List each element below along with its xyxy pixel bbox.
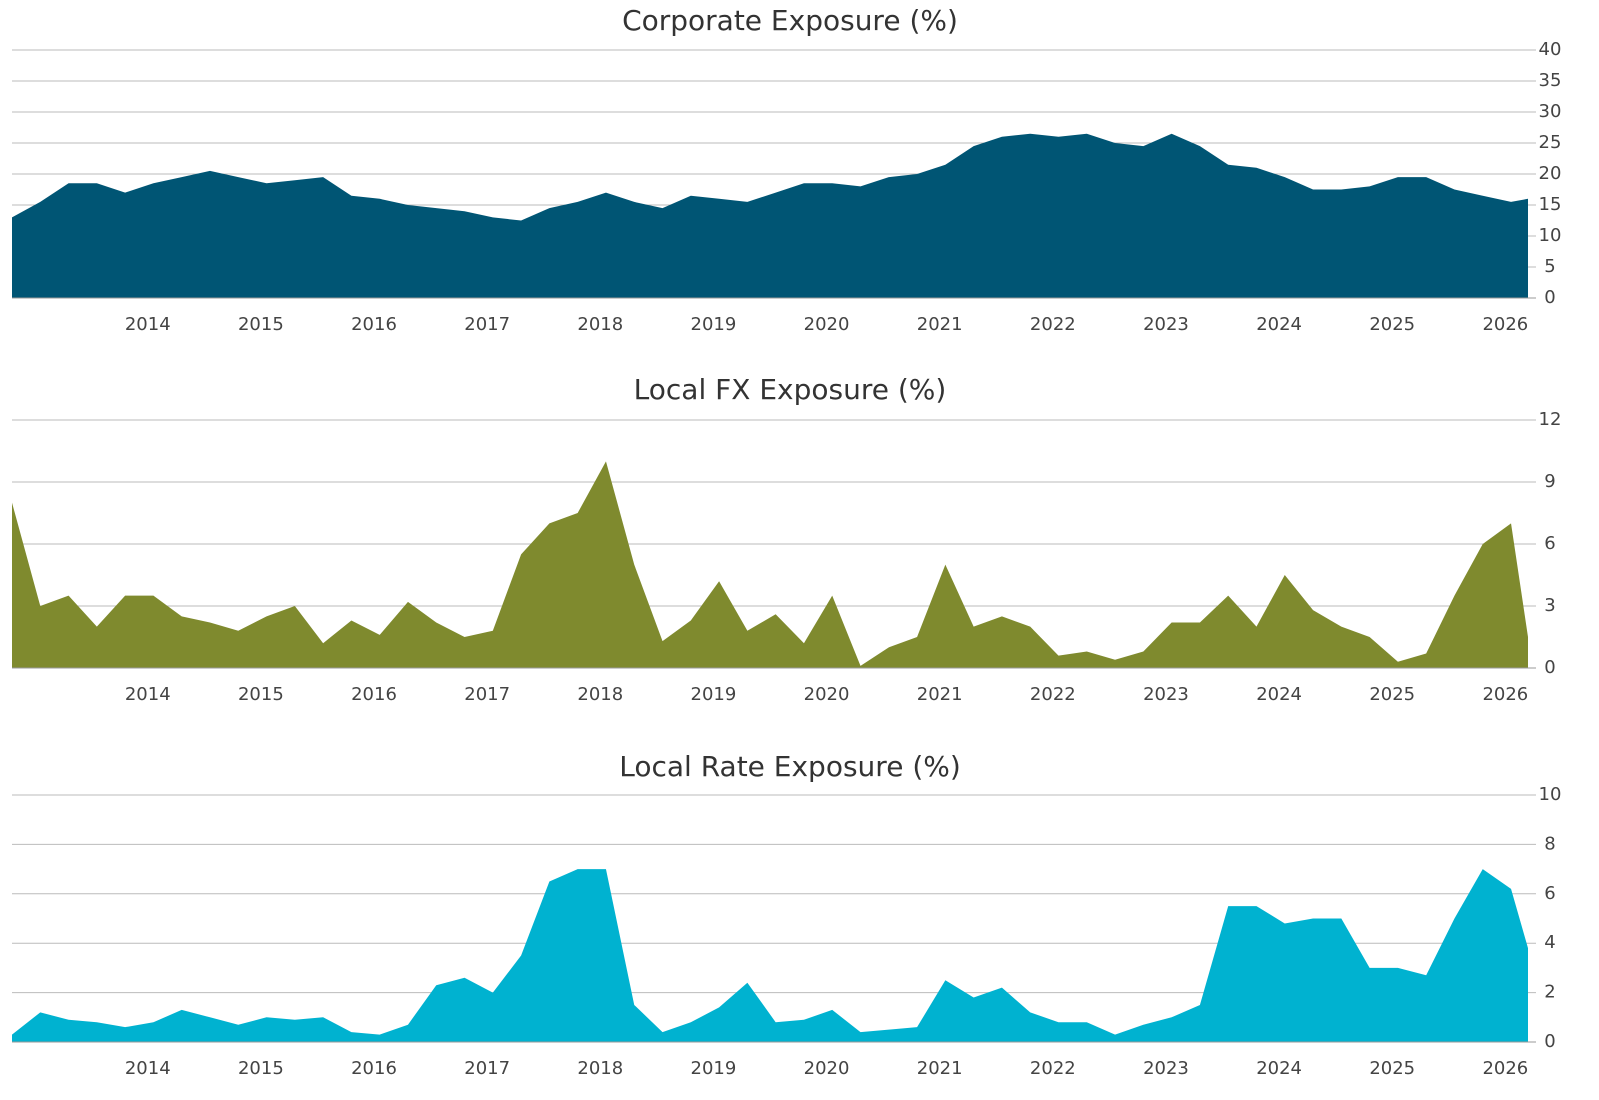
x-tick-label: 2018 xyxy=(577,684,623,705)
area xyxy=(12,133,1528,298)
y-tick-label: 6 xyxy=(1544,883,1555,904)
x-tick-label: 2019 xyxy=(691,1058,737,1079)
x-tick-label: 2024 xyxy=(1256,314,1302,335)
y-tick-label: 30 xyxy=(1539,101,1562,122)
x-tick-label: 2022 xyxy=(1030,314,1076,335)
x-tick-label: 2015 xyxy=(238,1058,284,1079)
area xyxy=(12,869,1528,1042)
y-tick-label: 9 xyxy=(1544,471,1555,492)
x-tick-label: 2021 xyxy=(917,684,963,705)
x-tick-label: 2026 xyxy=(1482,684,1528,705)
x-tick-label: 2020 xyxy=(804,1058,850,1079)
x-tick-label: 2015 xyxy=(238,684,284,705)
x-tick-label: 2021 xyxy=(917,1058,963,1079)
y-tick-label: 20 xyxy=(1539,163,1562,184)
y-tick-label: 10 xyxy=(1539,225,1562,246)
chart-title: Local FX Exposure (%) xyxy=(634,373,947,406)
x-tick-label: 2014 xyxy=(125,684,171,705)
x-tick-label: 2016 xyxy=(351,684,397,705)
area xyxy=(12,461,1528,668)
x-tick-label: 2018 xyxy=(577,314,623,335)
x-tick-label: 2023 xyxy=(1143,1058,1189,1079)
x-tick-label: 2025 xyxy=(1369,684,1415,705)
x-tick-label: 2017 xyxy=(464,1058,510,1079)
y-tick-label: 4 xyxy=(1544,932,1555,953)
x-tick-label: 2026 xyxy=(1482,1058,1528,1079)
y-tick-label: 0 xyxy=(1544,287,1555,308)
x-tick-label: 2022 xyxy=(1030,684,1076,705)
x-tick-label: 2025 xyxy=(1369,1058,1415,1079)
x-tick-label: 2023 xyxy=(1143,314,1189,335)
y-tick-label: 12 xyxy=(1539,409,1562,430)
y-tick-label: 5 xyxy=(1544,256,1555,277)
y-tick-label: 2 xyxy=(1544,982,1555,1003)
x-tick-label: 2014 xyxy=(125,314,171,335)
chart-title: Corporate Exposure (%) xyxy=(622,4,958,37)
x-tick-label: 2016 xyxy=(351,1058,397,1079)
x-tick-label: 2017 xyxy=(464,314,510,335)
y-tick-label: 6 xyxy=(1544,533,1555,554)
x-tick-label: 2018 xyxy=(577,1058,623,1079)
x-tick-label: 2019 xyxy=(691,684,737,705)
x-tick-label: 2015 xyxy=(238,314,284,335)
y-tick-label: 0 xyxy=(1544,1031,1555,1052)
x-tick-label: 2017 xyxy=(464,684,510,705)
y-tick-label: 0 xyxy=(1544,657,1555,678)
x-tick-label: 2021 xyxy=(917,314,963,335)
y-tick-label: 35 xyxy=(1539,70,1562,91)
x-tick-label: 2022 xyxy=(1030,1058,1076,1079)
y-tick-label: 25 xyxy=(1539,132,1562,153)
y-tick-label: 8 xyxy=(1544,833,1555,854)
y-tick-label: 15 xyxy=(1539,194,1562,215)
x-tick-label: 2019 xyxy=(691,314,737,335)
x-tick-label: 2024 xyxy=(1256,684,1302,705)
x-tick-label: 2026 xyxy=(1482,314,1528,335)
y-tick-label: 40 xyxy=(1539,39,1562,60)
chart-title: Local Rate Exposure (%) xyxy=(619,750,961,783)
x-tick-label: 2023 xyxy=(1143,684,1189,705)
x-tick-label: 2016 xyxy=(351,314,397,335)
x-tick-label: 2020 xyxy=(804,684,850,705)
x-tick-label: 2020 xyxy=(804,314,850,335)
y-tick-label: 3 xyxy=(1544,595,1555,616)
x-tick-label: 2024 xyxy=(1256,1058,1302,1079)
y-tick-label: 10 xyxy=(1539,784,1562,805)
x-tick-label: 2014 xyxy=(125,1058,171,1079)
x-tick-label: 2025 xyxy=(1369,314,1415,335)
